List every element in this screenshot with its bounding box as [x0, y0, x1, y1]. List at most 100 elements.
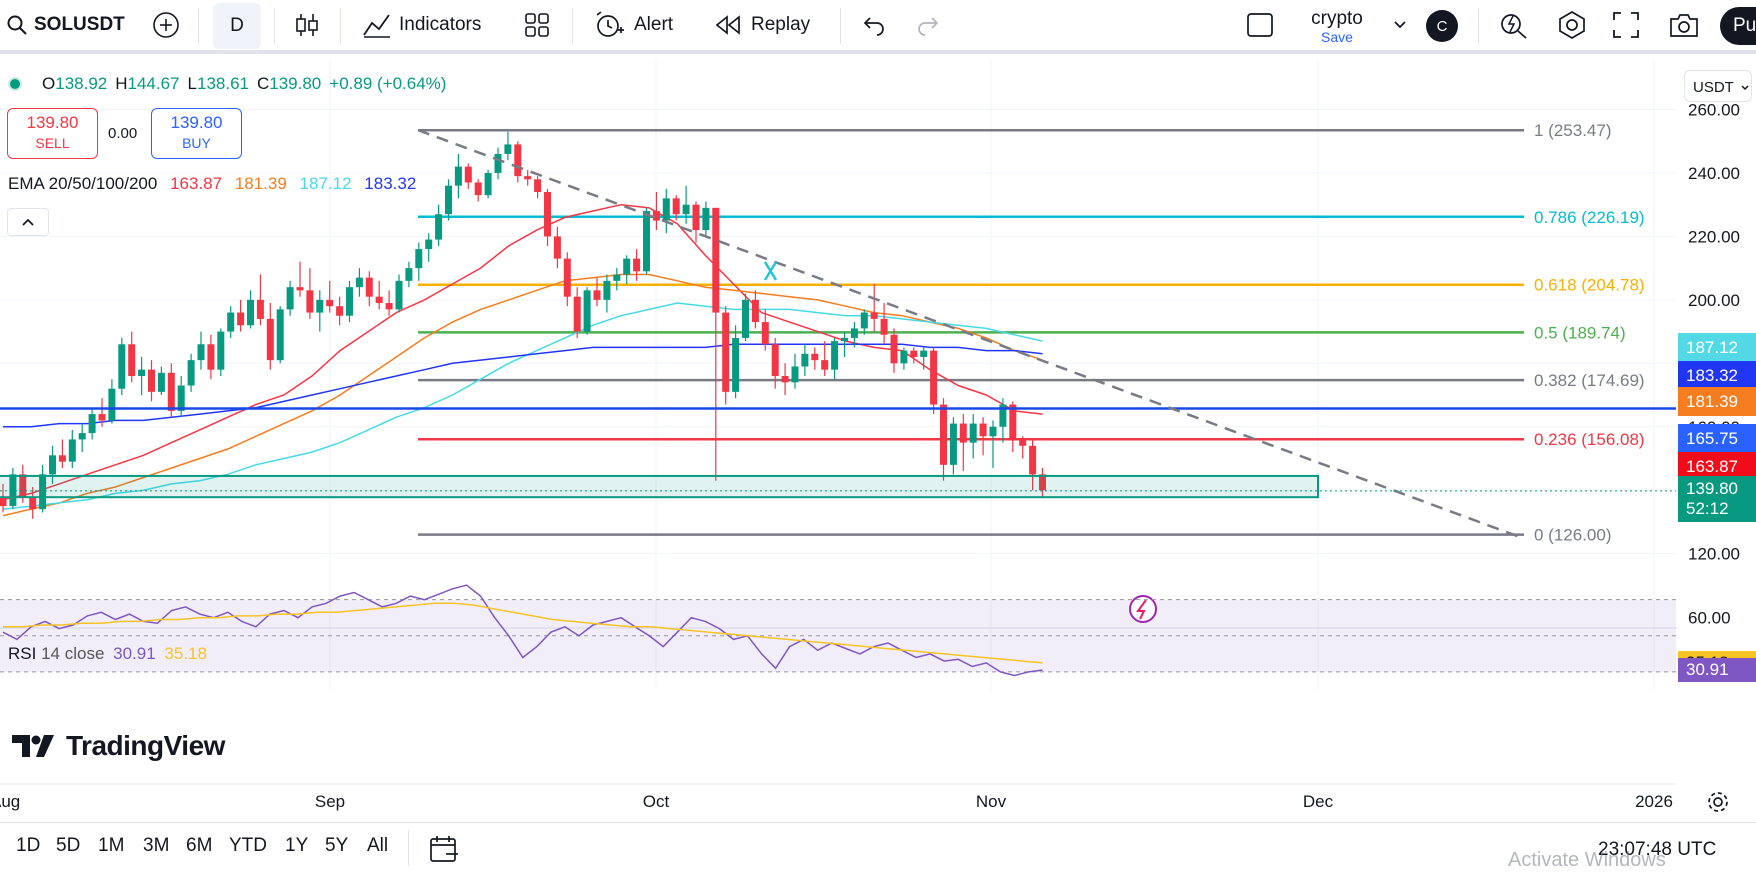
main-chart[interactable]: 1 (253.47) 0.786 (226.19) 0.618 (204.78) 0.… — [0, 58, 1756, 881]
candle-body[interactable] — [553, 236, 561, 259]
event-circle-icon[interactable] — [1129, 595, 1157, 623]
timeframe-1d[interactable]: 1D — [16, 835, 41, 856]
candle-body[interactable] — [276, 309, 284, 361]
screenshot-button[interactable] — [1668, 0, 1700, 50]
buy-button[interactable]: 139.80 BUY — [151, 108, 242, 159]
candle-body[interactable] — [603, 280, 611, 300]
candle-body[interactable] — [801, 353, 809, 367]
fullscreen-button[interactable] — [1612, 0, 1640, 50]
candle-body[interactable] — [593, 290, 601, 300]
candle-body[interactable] — [197, 344, 205, 361]
candle-body[interactable] — [850, 328, 858, 338]
undo-button[interactable] — [860, 0, 886, 50]
candle-body[interactable] — [544, 192, 551, 237]
candle-body[interactable] — [1039, 474, 1046, 491]
candle-body[interactable] — [29, 496, 37, 510]
candle-body[interactable] — [98, 414, 106, 421]
candles[interactable] — [0, 131, 1046, 519]
candle-body[interactable] — [841, 337, 848, 342]
candle-body[interactable] — [524, 176, 532, 180]
currency-select[interactable]: USDT — [1684, 70, 1752, 102]
candle-body[interactable] — [316, 299, 324, 313]
timeframe-5y[interactable]: 5Y — [325, 835, 349, 856]
candle-body[interactable] — [494, 153, 502, 173]
candle-body[interactable] — [118, 344, 126, 389]
candle-body[interactable] — [385, 303, 393, 310]
candle-body[interactable] — [910, 350, 918, 357]
candle-body[interactable] — [751, 299, 759, 323]
candle-body[interactable] — [375, 296, 383, 304]
candle-body[interactable] — [148, 369, 155, 392]
utc-clock[interactable]: 23:07:48 UTC — [1598, 839, 1717, 860]
candle-body[interactable] — [880, 318, 888, 335]
candle-body[interactable] — [989, 426, 997, 437]
timeframe-1y[interactable]: 1Y — [285, 835, 309, 856]
timeframe-all[interactable]: All — [367, 835, 389, 856]
candle-body[interactable] — [742, 299, 749, 338]
ema-legend[interactable]: EMA 20/50/100/200 163.87 181.39 187.12 1… — [8, 174, 416, 194]
settings-button[interactable] — [1556, 0, 1588, 50]
candle-body[interactable] — [781, 376, 789, 383]
candle-body[interactable] — [39, 474, 47, 510]
candle-body[interactable] — [445, 185, 452, 215]
candle-body[interactable] — [405, 268, 413, 281]
timeframe-1m[interactable]: 1M — [98, 835, 125, 856]
candle-body[interactable] — [940, 404, 947, 465]
timeframe-5d[interactable]: 5D — [56, 835, 81, 856]
quick-search-button[interactable] — [1498, 0, 1530, 50]
candle-body[interactable] — [831, 341, 839, 370]
candle-body[interactable] — [1019, 439, 1027, 446]
redo-button[interactable] — [916, 0, 942, 50]
candle-body[interactable] — [0, 496, 7, 507]
support-zone-rect[interactable] — [0, 474, 1319, 499]
candle-body[interactable] — [682, 204, 690, 215]
candle-body[interactable] — [860, 312, 868, 329]
candle-body[interactable] — [771, 344, 779, 376]
candle-body[interactable] — [415, 249, 423, 269]
candle-body[interactable] — [811, 353, 819, 361]
candle-body[interactable] — [138, 369, 146, 376]
candle-body[interactable] — [217, 331, 225, 370]
candle-body[interactable] — [870, 312, 878, 319]
compare-button[interactable] — [152, 0, 180, 50]
candle-body[interactable] — [662, 198, 670, 221]
candle-body[interactable] — [514, 144, 522, 177]
candle-body[interactable] — [336, 306, 344, 316]
alert-button[interactable]: Alert — [594, 0, 673, 50]
candle-body[interactable] — [484, 172, 492, 196]
candle-body[interactable] — [88, 414, 96, 434]
candle-body[interactable] — [425, 239, 433, 250]
time-axis[interactable]: Sep Oct Nov Dec 2026 Aug — [0, 792, 1673, 811]
candle-body[interactable] — [573, 296, 581, 332]
indicators-button[interactable]: Indicators — [362, 0, 481, 50]
timeframe-6m[interactable]: 6M — [186, 835, 213, 856]
trendline[interactable] — [417, 128, 1523, 539]
candle-body[interactable] — [464, 166, 472, 183]
candle-body[interactable] — [435, 214, 443, 240]
candle-body[interactable] — [969, 423, 977, 443]
candle-body[interactable] — [177, 385, 185, 411]
candle-body[interactable] — [643, 211, 650, 272]
candle-body[interactable] — [19, 474, 27, 497]
candle-body[interactable] — [256, 299, 264, 319]
replay-button[interactable]: Replay — [715, 0, 810, 50]
candle-body[interactable] — [979, 423, 987, 437]
candle-body[interactable] — [128, 344, 136, 376]
candle-body[interactable] — [286, 287, 294, 310]
candle-body[interactable] — [534, 179, 542, 192]
candle-body[interactable] — [761, 322, 769, 345]
candle-body[interactable] — [474, 182, 482, 196]
candle-body[interactable] — [821, 360, 829, 370]
candle-body[interactable] — [900, 350, 908, 364]
rsi-legend[interactable]: RSI 14 close 30.91 35.18 — [8, 644, 207, 664]
collapse-legend-button[interactable] — [7, 208, 49, 236]
candle-body[interactable] — [227, 312, 235, 332]
candle-body[interactable] — [633, 258, 641, 272]
candle-body[interactable] — [266, 318, 274, 361]
candle-body[interactable] — [563, 258, 571, 297]
candle-body[interactable] — [890, 334, 898, 364]
chart-layout-toggle[interactable] — [1246, 0, 1274, 50]
candle-body[interactable] — [722, 312, 730, 392]
candle-body[interactable] — [247, 299, 254, 326]
candle-body[interactable] — [187, 360, 195, 386]
